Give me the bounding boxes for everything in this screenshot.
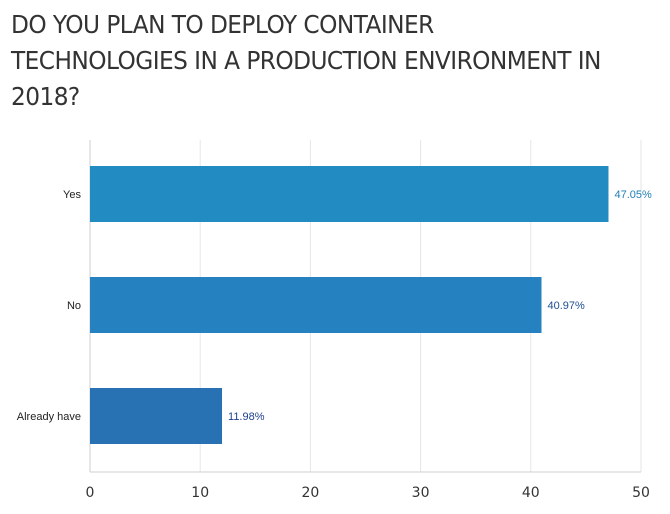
- x-tick-label: 30: [412, 485, 430, 501]
- value-label: 47.05%: [614, 189, 652, 201]
- labels: Yes 47.05% No 40.97% Already have 11.98%: [17, 189, 652, 423]
- category-label: No: [67, 300, 81, 312]
- x-tick-label: 50: [632, 485, 650, 501]
- category-label: Already have: [17, 411, 81, 423]
- bar-already-have: [90, 388, 223, 444]
- category-label: Yes: [63, 189, 81, 201]
- value-label: 40.97%: [547, 300, 585, 312]
- bar-no: [90, 277, 542, 333]
- bar-yes: [90, 166, 609, 222]
- chart-title: DO YOU PLAN TO DEPLOY CONTAINER TECHNOLO…: [11, 10, 601, 111]
- x-tick-label: 20: [301, 485, 319, 501]
- x-tick-label: 10: [191, 485, 209, 501]
- x-tick-label: 40: [522, 485, 540, 501]
- value-label: 11.98%: [228, 411, 265, 423]
- x-tick-label: 0: [86, 485, 95, 501]
- x-axis-ticks: 0 10 20 30 40 50: [86, 485, 650, 501]
- bars: [90, 166, 609, 444]
